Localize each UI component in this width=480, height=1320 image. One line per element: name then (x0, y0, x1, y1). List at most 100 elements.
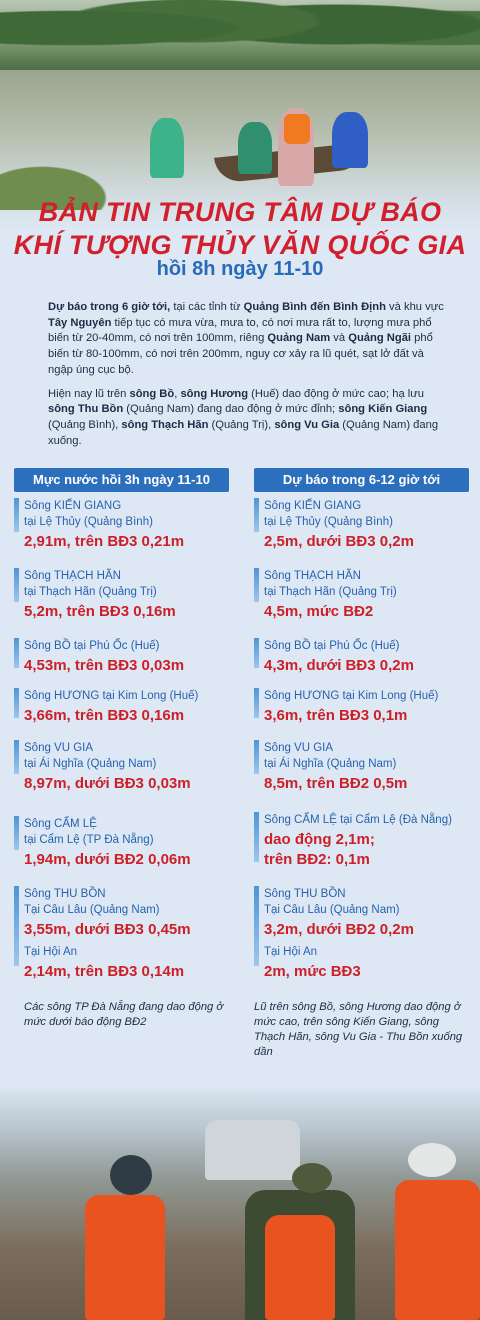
intro-bold: Quảng Ngãi (348, 332, 412, 345)
forecast-column: Dự báo trong 6-12 giờ tới Sông KIẾN GIAN… (254, 468, 469, 980)
river-name: Sông THẠCH HÃN (24, 570, 121, 582)
intro-text-span: tại các tỉnh từ (170, 301, 244, 313)
river-name: Sông BỒ tại Phú Ốc (Huế) (24, 640, 160, 652)
white-helmet (408, 1143, 456, 1177)
river-name: Sông THẠCH HÃN (264, 570, 361, 582)
intro-paragraph-2: Hiện nay lũ trên sông Bồ, sông Hương (Hu… (48, 387, 444, 450)
river-name: Sông KIẾN GIANG (264, 500, 362, 512)
current-levels-heading: Mực nước hồi 3h ngày 11-10 (14, 468, 229, 492)
forecast-item-bo: Sông BỒ tại Phú Ốc (Huế) 4,3m, dưới BĐ3 … (254, 638, 469, 676)
station-name: Tại Câu Lâu (Quảng Nam) (264, 904, 400, 916)
intro-paragraph-1: Dự báo trong 6 giờ tới, tại các tỉnh từ … (48, 300, 444, 379)
station-name: Tại Câu Lâu (Quảng Nam) (24, 904, 160, 916)
water-level-value-hoi-an: 2,14m, trên BĐ3 0,14m (24, 963, 185, 980)
forecast-item-huong: Sông HƯƠNG tại Kim Long (Huế) 3,6m, trên… (254, 688, 469, 726)
trees-background (0, 0, 480, 70)
river-item-vu-gia: Sông VU GIA tại Ái Nghĩa (Quảng Nam) 8,9… (14, 740, 229, 794)
item-accent-bar (254, 498, 259, 532)
forecast-value: 2,5m, dưới BĐ3 0,2m (264, 533, 414, 550)
water-level-value: 1,94m, dưới BĐ2 0,06m (24, 851, 191, 868)
river-item-huong: Sông HƯƠNG tại Kim Long (Huế) 3,66m, trê… (14, 688, 229, 726)
intro-bold: sông Hương (180, 387, 249, 400)
water-level-value: 5,2m, trên BĐ3 0,16m (24, 603, 176, 620)
item-accent-bar (254, 812, 259, 862)
title-line-1: BẢN TIN TRUNG TÂM DỰ BÁO (38, 197, 442, 227)
item-accent-bar (14, 886, 19, 966)
intro-text-span: (Huế) dao động ở mức cao; hạ lưu (248, 387, 424, 400)
station-name: tại Cẩm Lệ (TP Đà Nẵng) (24, 834, 154, 846)
item-accent-bar (14, 568, 19, 602)
intro-bold: Quảng Bình đến Bình Định (243, 301, 386, 313)
rescuer-orange-vest (265, 1215, 335, 1320)
intro-bold: sông Thu Bồn (48, 403, 124, 416)
left-note: Các sông TP Đà Nẵng đang dao động ở mức … (24, 1001, 224, 1028)
item-accent-bar (14, 688, 19, 718)
river-name: Sông HƯƠNG tại Kim Long (Huế) (264, 690, 439, 702)
item-accent-bar (254, 688, 259, 718)
forecast-item-thu-bon: Sông THU BỒN Tại Câu Lâu (Quảng Nam) 3,2… (254, 886, 469, 982)
river-name: Sông VU GIA (264, 742, 334, 754)
forecast-item-vu-gia: Sông VU GIA tại Ái Nghĩa (Quảng Nam) 8,5… (254, 740, 469, 794)
intro-bold: sông Thạch Hãn (121, 418, 209, 431)
person-green-raincoat (150, 118, 184, 178)
dark-helmet (110, 1155, 152, 1195)
rescuer-orange-vest (395, 1180, 480, 1320)
river-name: Sông BỒ tại Phú Ốc (Huế) (264, 640, 400, 652)
top-flood-photo (0, 0, 480, 230)
title-line-2: KHÍ TƯỢNG THỦY VĂN QUỐC GIA (13, 230, 467, 260)
item-accent-bar (14, 498, 19, 532)
forecast-item-thach-han: Sông THẠCH HÃN tại Thạch Hãn (Quảng Trị)… (254, 568, 469, 622)
water-level-value: 2,91m, trên BĐ3 0,21m (24, 533, 185, 550)
intro-text-span: và (330, 332, 349, 345)
item-accent-bar (254, 886, 259, 966)
life-vest (284, 114, 310, 144)
intro-text-span: (Quảng Trị), (208, 418, 275, 431)
intro-text-span: và khu vực (385, 301, 444, 313)
page-title: BẢN TIN TRUNG TÂM DỰ BÁO KHÍ TƯỢNG THỦY … (0, 196, 480, 262)
forecast-value-line-2: trên BĐ2: 0,1m (264, 851, 370, 868)
intro-bold: sông Kiến Giang (338, 403, 428, 416)
intro-text-span: tiếp tục có mưa vừa, mưa to, có nơi mưa … (48, 316, 432, 345)
intro-text-span: (Quảng Nam) đang dao động ở mức đỉnh; (123, 403, 339, 416)
intro-text: Dự báo trong 6 giờ tới, tại các tỉnh từ … (48, 300, 444, 457)
item-accent-bar (254, 638, 259, 668)
station-name: tại Thạch Hãn (Quảng Trị) (264, 586, 397, 598)
water-level-value: 3,55m, dưới BĐ3 0,45m (24, 921, 191, 938)
intro-text-span: Hiện nay lũ trên (48, 387, 130, 400)
bottom-rescue-photo (0, 1085, 480, 1320)
river-name: Sông CẨM LỆ (24, 818, 97, 830)
forecast-heading: Dự báo trong 6-12 giờ tới (254, 468, 469, 492)
intro-bold: sông Bồ (129, 387, 175, 400)
item-accent-bar (14, 638, 19, 668)
river-name: Sông CẨM LỆ tại Cẩm Lệ (Đà Nẵng) (264, 814, 452, 826)
rescue-vehicle (205, 1120, 300, 1180)
river-item-thu-bon: Sông THU BỒN Tại Câu Lâu (Quảng Nam) 3,5… (14, 886, 229, 982)
forecast-value: 8,5m, trên BĐ2 0,5m (264, 775, 408, 792)
river-name: Sông THU BỒN (264, 888, 346, 900)
intro-bold: Tây Nguyên (48, 316, 112, 329)
forecast-item-cam-le: Sông CẨM LỆ tại Cẩm Lệ (Đà Nẵng) dao độn… (254, 812, 469, 870)
river-item-kien-giang: Sông KIẾN GIANG tại Lệ Thủy (Quảng Bình)… (14, 498, 229, 552)
green-helmet (292, 1163, 332, 1193)
forecast-value: dao động 2,1m; (264, 831, 375, 848)
water-level-value: 8,97m, dưới BĐ3 0,03m (24, 775, 191, 792)
forecast-value: 3,6m, trên BĐ3 0,1m (264, 707, 408, 724)
grass (0, 150, 140, 210)
right-note: Lũ trên sông Bồ, sông Hương dao động ở m… (254, 1001, 463, 1058)
intro-text-span: (Quảng Bình), (48, 418, 122, 431)
rescuer-orange-vest (85, 1195, 165, 1320)
station-name-hoi-an: Tại Hội An (264, 946, 318, 958)
intro-bold: sông Vu Gia (274, 418, 340, 431)
forecast-value: 3,2m, dưới BĐ2 0,2m (264, 921, 414, 938)
intro-bold: Dự báo trong 6 giờ tới, (48, 301, 171, 313)
station-name-hoi-an: Tại Hội An (24, 946, 78, 958)
river-item-cam-le: Sông CẨM LỆ tại Cẩm Lệ (TP Đà Nẵng) 1,94… (14, 816, 229, 870)
item-accent-bar (254, 740, 259, 774)
river-item-bo: Sông BỒ tại Phú Ốc (Huế) 4,53m, trên BĐ3… (14, 638, 229, 676)
river-item-thach-han: Sông THẠCH HÃN tại Thạch Hãn (Quảng Trị)… (14, 568, 229, 622)
intro-text-span: (Quảng Nam) đang xuống. (48, 418, 439, 447)
river-name: Sông HƯƠNG tại Kim Long (Huế) (24, 690, 199, 702)
station-name: tại Lệ Thủy (Quảng Bình) (264, 516, 393, 528)
item-accent-bar (14, 740, 19, 774)
river-name: Sông KIẾN GIANG (24, 500, 122, 512)
